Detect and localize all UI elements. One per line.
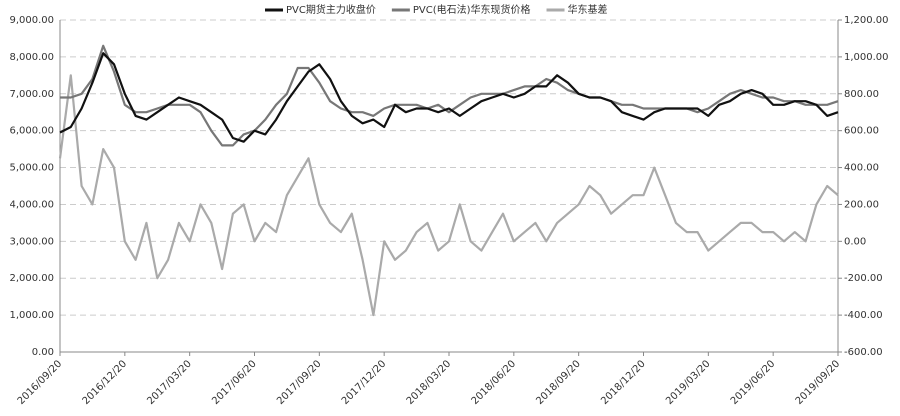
x-tick-label: 2017/06/20 bbox=[210, 358, 259, 407]
y2-tick-label: 200.00 bbox=[844, 199, 879, 210]
legend-label: 华东基差 bbox=[568, 3, 608, 16]
series-line bbox=[58, 74, 839, 317]
y-tick-label: 0.00 bbox=[32, 347, 54, 358]
y-tick-label: 9,000.00 bbox=[9, 15, 54, 26]
legend-label: PVC期货主力收盘价 bbox=[286, 3, 376, 16]
y2-tick-label: -200.00 bbox=[844, 273, 883, 284]
y-tick-label: 4,000.00 bbox=[9, 199, 54, 210]
x-tick-label: 2017/09/20 bbox=[275, 358, 324, 407]
x-tick-label: 2016/12/20 bbox=[81, 358, 130, 407]
x-tick-label: 2018/06/20 bbox=[470, 358, 519, 407]
y-tick-label: 5,000.00 bbox=[9, 163, 54, 174]
y2-tick-label: -600.00 bbox=[844, 347, 883, 358]
y2-tick-label: 800.00 bbox=[844, 89, 879, 100]
y2-tick-label: 0.00 bbox=[844, 236, 866, 247]
x-tick-label: 2018/12/20 bbox=[599, 358, 648, 407]
x-tick-label: 2017/12/20 bbox=[340, 358, 389, 407]
x-tick-label: 2019/03/20 bbox=[664, 358, 713, 407]
y-tick-label: 6,000.00 bbox=[9, 126, 54, 137]
legend-label: PVC(电石法)华东现货价格 bbox=[413, 3, 531, 16]
x-tick-label: 2018/09/20 bbox=[534, 358, 583, 407]
y-tick-label: 3,000.00 bbox=[9, 236, 54, 247]
x-tick-label: 2016/09/20 bbox=[16, 358, 65, 407]
y2-tick-label: 600.00 bbox=[844, 126, 879, 137]
y2-tick-label: 1,000.00 bbox=[844, 52, 889, 63]
y-tick-label: 7,000.00 bbox=[9, 89, 54, 100]
series-line bbox=[60, 44, 839, 147]
x-tick-label: 2018/03/20 bbox=[405, 358, 454, 407]
y2-tick-label: -400.00 bbox=[844, 310, 883, 321]
series-line bbox=[59, 52, 839, 143]
x-tick-label: 2019/09/20 bbox=[794, 358, 843, 407]
y2-tick-label: 400.00 bbox=[844, 163, 879, 174]
y-tick-label: 1,000.00 bbox=[9, 310, 54, 321]
y-tick-label: 2,000.00 bbox=[9, 273, 54, 284]
x-tick-label: 2017/03/20 bbox=[145, 358, 194, 407]
x-tick-label: 2019/06/20 bbox=[729, 358, 778, 407]
y-tick-label: 8,000.00 bbox=[9, 52, 54, 63]
y2-tick-label: 1,200.00 bbox=[844, 15, 889, 26]
